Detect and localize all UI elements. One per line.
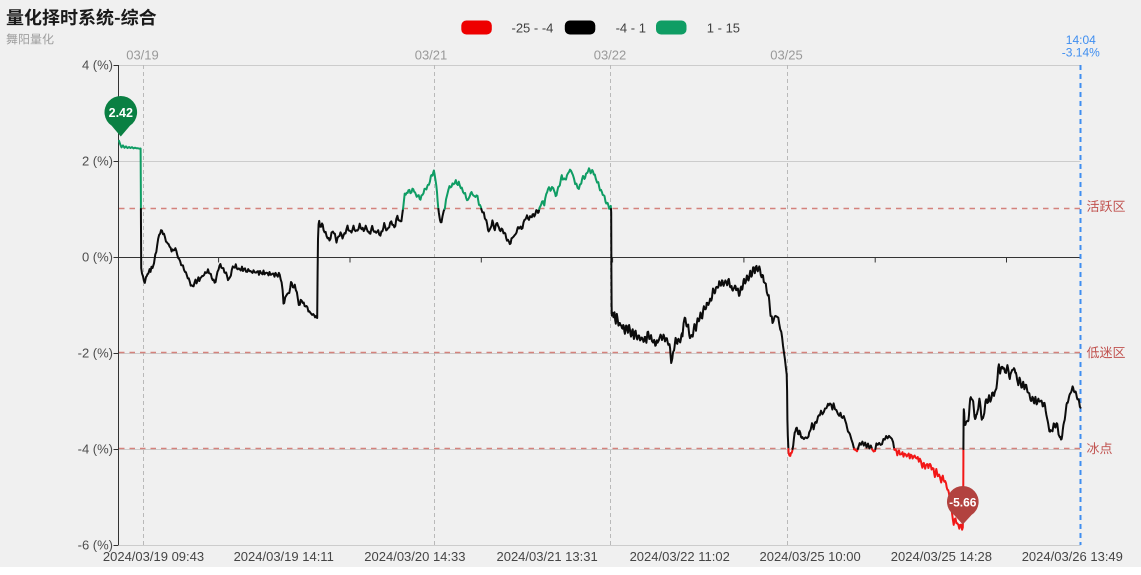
svg-text:14:04: 14:04	[1066, 33, 1096, 47]
svg-text:2024/03/26 13:49: 2024/03/26 13:49	[1022, 549, 1123, 564]
svg-text:2024/03/20 14:33: 2024/03/20 14:33	[364, 549, 465, 564]
svg-text:03/22: 03/22	[594, 48, 627, 63]
svg-text:2024/03/21 13:31: 2024/03/21 13:31	[496, 549, 597, 564]
svg-text:2024/03/19 09:43: 2024/03/19 09:43	[103, 549, 204, 564]
svg-text:0 (%): 0 (%)	[82, 250, 113, 265]
svg-text:2024/03/25 10:00: 2024/03/25 10:00	[759, 549, 860, 564]
svg-text:2024/03/19 14:11: 2024/03/19 14:11	[234, 549, 334, 564]
svg-text:2.42: 2.42	[109, 106, 133, 120]
svg-text:2024/03/25 14:28: 2024/03/25 14:28	[891, 549, 992, 564]
svg-text:2 (%): 2 (%)	[82, 154, 113, 169]
svg-text:4 (%): 4 (%)	[82, 58, 113, 73]
svg-text:2024/03/22 11:02: 2024/03/22 11:02	[630, 549, 730, 564]
svg-text:03/21: 03/21	[415, 48, 448, 63]
svg-text:-3.14%: -3.14%	[1062, 46, 1100, 60]
svg-text:-2 (%): -2 (%)	[78, 346, 113, 361]
svg-text:-4 - 1: -4 - 1	[616, 21, 646, 36]
svg-text:-6 (%): -6 (%)	[78, 538, 113, 553]
svg-text:03/19: 03/19	[126, 48, 159, 63]
svg-text:03/25: 03/25	[770, 48, 803, 63]
svg-text:1 - 15: 1 - 15	[707, 21, 740, 36]
svg-text:-4 (%): -4 (%)	[78, 442, 113, 457]
svg-text:-5.66: -5.66	[949, 495, 977, 509]
svg-text:-25 - -4: -25 - -4	[512, 21, 554, 36]
